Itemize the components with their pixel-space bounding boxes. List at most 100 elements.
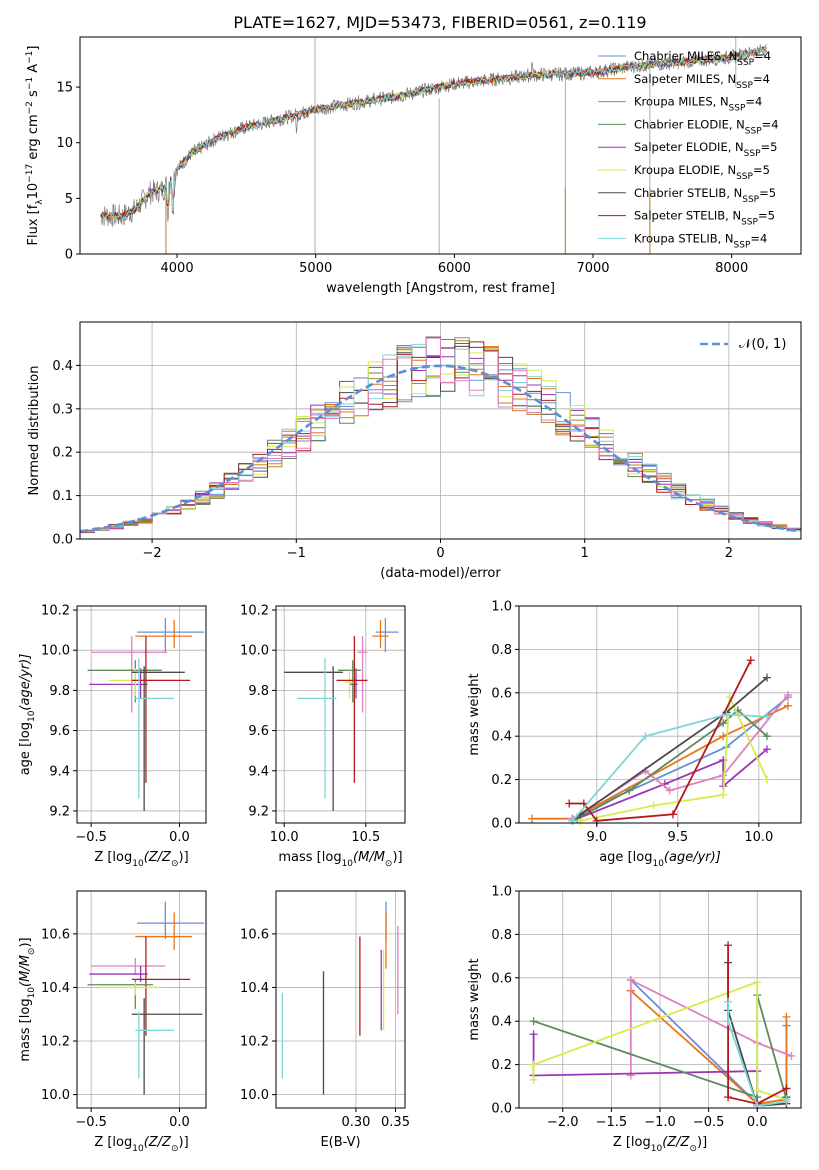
spectrum-xtick-label: 4000 [161,261,194,276]
age-vs-Z-plot [87,618,205,811]
mass-vs-Z-ylabel-part: )] [18,937,33,947]
weight-vs-age-ytick-label: 1.0 [491,600,512,615]
spectrum-ytick-label: 15 [56,81,73,96]
weight-vs-Z-xlabel: Z [log10(Z/Z⊙)] [613,1135,707,1154]
weight-vs-age-ytick-label: 0.6 [491,686,512,701]
spectrum-legend-label: Salpeter MILES, NSSP=4 [634,72,770,91]
age-vs-mass-xlabel-part: mass [log [278,850,341,865]
spectrum-frame [79,36,802,255]
weight-vs-age-point-marker [719,719,728,728]
age-vs-Z-xlabel-part: )] [179,850,189,865]
mass-vs-Z-plot [87,901,205,1095]
weight-vs-age-point-marker [668,810,677,819]
age-vs-Z-ytick-label: 10.0 [41,644,70,659]
spectrum-xtick-label: 8000 [715,261,748,276]
weight-vs-age-point-marker [625,786,634,795]
weight-vs-age-point-marker [719,732,728,741]
legend-label-text: Salpeter STELIB, N [634,209,741,223]
age-vs-mass-xlabel-part: (M/M [353,850,385,865]
age-vs-Z-ytick-label: 9.4 [49,764,70,779]
age-vs-mass-ytick-label: 9.4 [248,764,269,779]
legend-label-sub: SSP [744,149,761,159]
gaussian-legend-label: 𝒩(0, 1) [739,337,786,352]
weight-vs-Z-point-marker [782,1012,791,1021]
residuals-ytick-label: 0.2 [52,446,73,461]
legend-label-text: Kroupa ELODIE, N [634,163,736,177]
weight-vs-Z-point-marker [724,1017,733,1026]
legend-label-suffix: =4 [762,117,779,131]
weight-vs-age-point-marker [762,775,771,784]
legend-label-text: Chabrier STELIB, N [634,186,742,200]
spectrum-ytick-label: 5 [65,192,73,207]
age-vs-Z-ylabel: age [log10(age/yr)] [18,654,37,776]
spectrum-data-line [100,43,767,227]
weight-vs-Z-plot [529,941,796,1110]
weight-vs-Z-point-marker [753,1086,762,1095]
spectrum-model-line [100,45,767,220]
residuals-xlabel: (data-model)/error [380,566,501,581]
mass-vs-ebv-ticks: 0.30 0.35 10.0 10.2 10.4 10.6 [240,890,410,1130]
legend-label-sub: SSP [736,81,753,91]
weight-vs-Z-ticks: −2.0 −1.5 −1.0 −0.5 0.0 0.0 0.2 0.4 0.6 0.8 1.0 [491,885,802,1130]
legend-label-suffix: =5 [758,209,775,223]
weight-vs-age-xlabel-part: 10 [652,859,664,869]
weight-vs-age-point-marker [641,732,650,741]
weight-vs-age-ytick-label: 0.4 [491,730,512,745]
weight-vs-age-ytick-label: 0.8 [491,643,512,658]
weight-vs-Z-ytick-label: 0.8 [491,928,512,943]
weight-vs-Z-xlabel-part: Z [log [613,1135,651,1150]
residuals-ylabel: Normed distribution [27,366,42,496]
legend-label-sub: SSP [745,126,762,136]
residuals-xtick-label: 2 [725,546,733,561]
mass-vs-Z-xlabel-part: ⊙ [171,1144,179,1154]
weight-vs-age-xtick-label: 10.0 [744,830,773,845]
weight-vs-age-ticks: 9.0 9.5 10.0 0.0 0.2 0.4 0.6 0.8 1.0 [491,600,802,845]
mass-vs-Z-xlabel-part: )] [179,1135,189,1150]
weight-vs-Z-xtick-label: 0.0 [747,1115,768,1130]
mass-vs-Z-ylabel: mass [log10(M/M⊙)] [18,937,37,1061]
spectrum-ylabel-part: −1 [25,77,35,90]
weight-vs-Z-point-marker [529,1075,538,1084]
weight-vs-Z-xlabel-part: 10 [651,1144,663,1154]
weight-vs-Z-xlabel-part: )] [697,1135,707,1150]
spectrum-xlabel: wavelength [Angstrom, rest frame] [326,281,555,296]
spectrum-legend-label: Chabrier ELODIE, NSSP=4 [634,117,779,136]
age-vs-Z-xtick-label: −0.5 [75,830,107,845]
legend-label-sub: SSP [741,218,758,228]
mass-vs-Z-ticks: −0.5 0.0 10.0 10.2 10.4 10.6 [41,890,207,1130]
spectrum-legend-label: Chabrier STELIB, NSSP=5 [634,186,776,205]
age-vs-Z-ticks: −0.5 0.0 9.2 9.4 9.6 9.8 10.0 10.2 [41,604,207,845]
legend-label-suffix: =5 [753,163,770,177]
weight-vs-age-point-marker [719,790,728,799]
mass-vs-ebv-frame [275,890,406,1109]
mass-vs-ebv-plot [281,901,399,1095]
age-vs-Z-axes [77,606,206,823]
mass-vs-ebv-ytick-label: 10.4 [240,981,269,996]
age-vs-mass-xlabel: mass [log10(M/M⊙)] [278,850,402,869]
legend-label-suffix: =4 [750,231,767,245]
weight-vs-age-series-line [532,704,789,820]
age-vs-mass-ytick-label: 9.2 [248,804,269,819]
age-vs-Z-xlabel-part: Z [log [94,850,132,865]
residuals-ytick-label: 0.4 [52,359,73,374]
mass-vs-Z-ytick-label: 10.2 [41,1035,70,1050]
legend-label-suffix: =4 [745,95,762,109]
mass-vs-ebv-xtick-label: 0.30 [341,1115,370,1130]
age-vs-mass-ticks: 10.0 10.5 9.2 9.4 9.6 9.8 10.0 10.2 [240,604,406,845]
age-vs-mass-frame [275,605,406,824]
spectrum-plot [100,37,767,254]
figure-title: PLATE=1627, MJD=53473, FIBERID=0561, z=0… [233,13,646,32]
mass-vs-Z-xlabel: Z [log10(Z/Z⊙)] [94,1135,188,1154]
weight-vs-Z-series-line [630,990,788,1105]
spectrum-xtick-label: 5000 [299,261,332,276]
weight-vs-Z-point-marker [782,1095,791,1104]
spectrum-ylabel-part: A [26,64,41,77]
spectrum-ylabel-part: 10 [26,183,41,200]
age-vs-mass-axes [276,606,405,823]
weight-vs-Z-ytick-label: 0.4 [491,1015,512,1030]
legend-label-text: Chabrier ELODIE, N [634,117,745,131]
age-vs-mass-ytick-label: 10.0 [240,644,269,659]
weight-vs-Z-ytick-label: 0.0 [491,1102,512,1117]
mass-vs-ebv-axes [276,891,405,1108]
